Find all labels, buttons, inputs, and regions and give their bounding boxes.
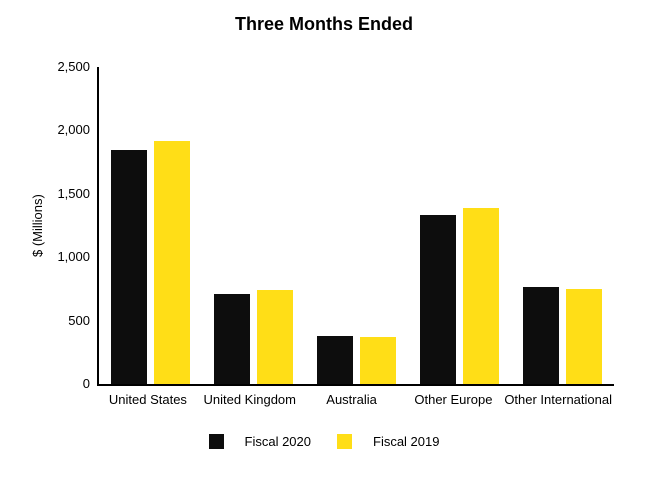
y-axis-tick-label: 1,500 bbox=[57, 185, 90, 201]
bar-fiscal-2019-other-international bbox=[566, 289, 602, 384]
bar-fiscal-2019-australia bbox=[360, 337, 396, 384]
bar-group-united-states bbox=[99, 67, 202, 384]
bar-fiscal-2020-australia bbox=[317, 336, 353, 384]
x-axis-labels: United States United Kingdom Australia Othe… bbox=[97, 392, 612, 407]
bar-fiscal-2020-other-international bbox=[523, 287, 559, 384]
legend-item-fiscal-2020: Fiscal 2020 bbox=[208, 434, 311, 449]
bar-fiscal-2019-united-kingdom bbox=[257, 290, 293, 384]
bar-fiscal-2019-other-europe bbox=[463, 208, 499, 384]
bar-group-other-international bbox=[511, 67, 614, 384]
x-axis-label-united-kingdom: United Kingdom bbox=[203, 392, 296, 407]
bar-fiscal-2020-united-kingdom bbox=[214, 294, 250, 384]
legend-swatch-fiscal-2020 bbox=[208, 434, 224, 449]
x-axis-label-australia: Australia bbox=[326, 392, 377, 407]
bar-fiscal-2020-other-europe bbox=[420, 215, 456, 384]
x-axis-label-other-international: Other International bbox=[504, 392, 612, 407]
bar-group-united-kingdom bbox=[202, 67, 305, 384]
plot-area bbox=[97, 67, 614, 386]
legend-item-fiscal-2019: Fiscal 2019 bbox=[337, 434, 439, 449]
legend-swatch-fiscal-2019 bbox=[337, 434, 352, 449]
legend-label-fiscal-2020: Fiscal 2020 bbox=[244, 434, 311, 449]
bar-fiscal-2019-united-states bbox=[154, 141, 190, 384]
legend: Fiscal 2020 Fiscal 2019 bbox=[0, 434, 648, 449]
bar-group-australia bbox=[305, 67, 408, 384]
y-axis-title: $ (Millions) bbox=[30, 194, 45, 257]
chart-title: Three Months Ended bbox=[234, 14, 413, 34]
y-axis-tick-label: 500 bbox=[68, 312, 90, 328]
y-axis-tick-label: 2,500 bbox=[57, 59, 90, 74]
y-axis-tick-label: 2,000 bbox=[57, 122, 90, 138]
x-axis-label-united-states: United States bbox=[108, 392, 187, 407]
y-axis-tick-label: 1,000 bbox=[57, 249, 90, 265]
bar-group-other-europe bbox=[408, 67, 511, 384]
bar-fiscal-2020-united-states bbox=[111, 150, 147, 384]
legend-label-fiscal-2019: Fiscal 2019 bbox=[373, 434, 440, 449]
y-axis-tick-label: 0 bbox=[82, 376, 90, 391]
x-axis-label-other-europe: Other Europe bbox=[414, 392, 493, 407]
